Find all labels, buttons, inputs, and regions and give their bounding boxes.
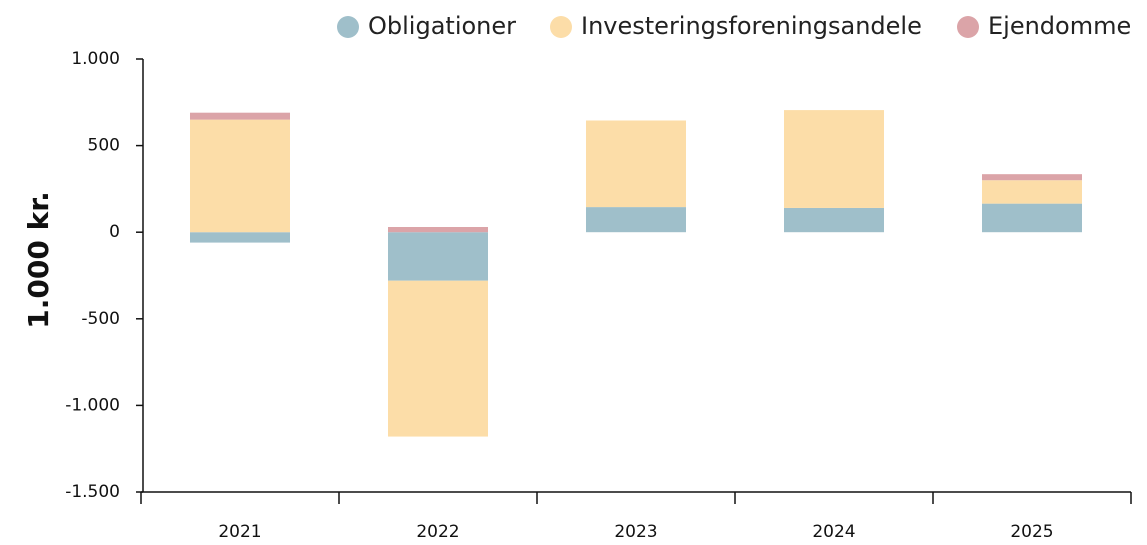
bar-segment [586,207,686,233]
y-tick-label: -1.000 [65,395,120,415]
bar-segment [388,227,488,233]
y-tick-label: 500 [88,136,120,156]
y-tick-label: -1.500 [65,482,120,502]
bar-segment [388,280,488,437]
x-tick-label: 2021 [218,522,261,542]
legend-label: Ejendomme [988,12,1131,40]
bar-segment [388,232,488,281]
legend-label: Obligationer [368,12,516,40]
legend-swatch [337,16,359,38]
bar-segment [784,207,884,233]
bar-segment [190,112,290,120]
y-tick-label: 0 [109,222,120,242]
legend-label: Investeringsforeningsandele [581,12,922,40]
x-tick-label: 2022 [416,522,459,542]
bar-segment [982,174,1082,181]
x-tick-label: 2025 [1010,522,1053,542]
bar-segment [190,119,290,233]
bar-segment [190,232,290,243]
bar-segment [982,203,1082,233]
legend-swatch [957,16,979,38]
y-tick-label: 1.000 [71,49,120,69]
bar-segment [784,110,884,208]
legend-swatch [550,16,572,38]
y-tick-label: -500 [81,309,120,329]
x-tick-label: 2024 [812,522,855,542]
x-tick-label: 2023 [614,522,657,542]
bar-segment [586,120,686,208]
y-axis-title: 1.000 kr. [22,191,55,328]
bar-segment [982,180,1082,204]
